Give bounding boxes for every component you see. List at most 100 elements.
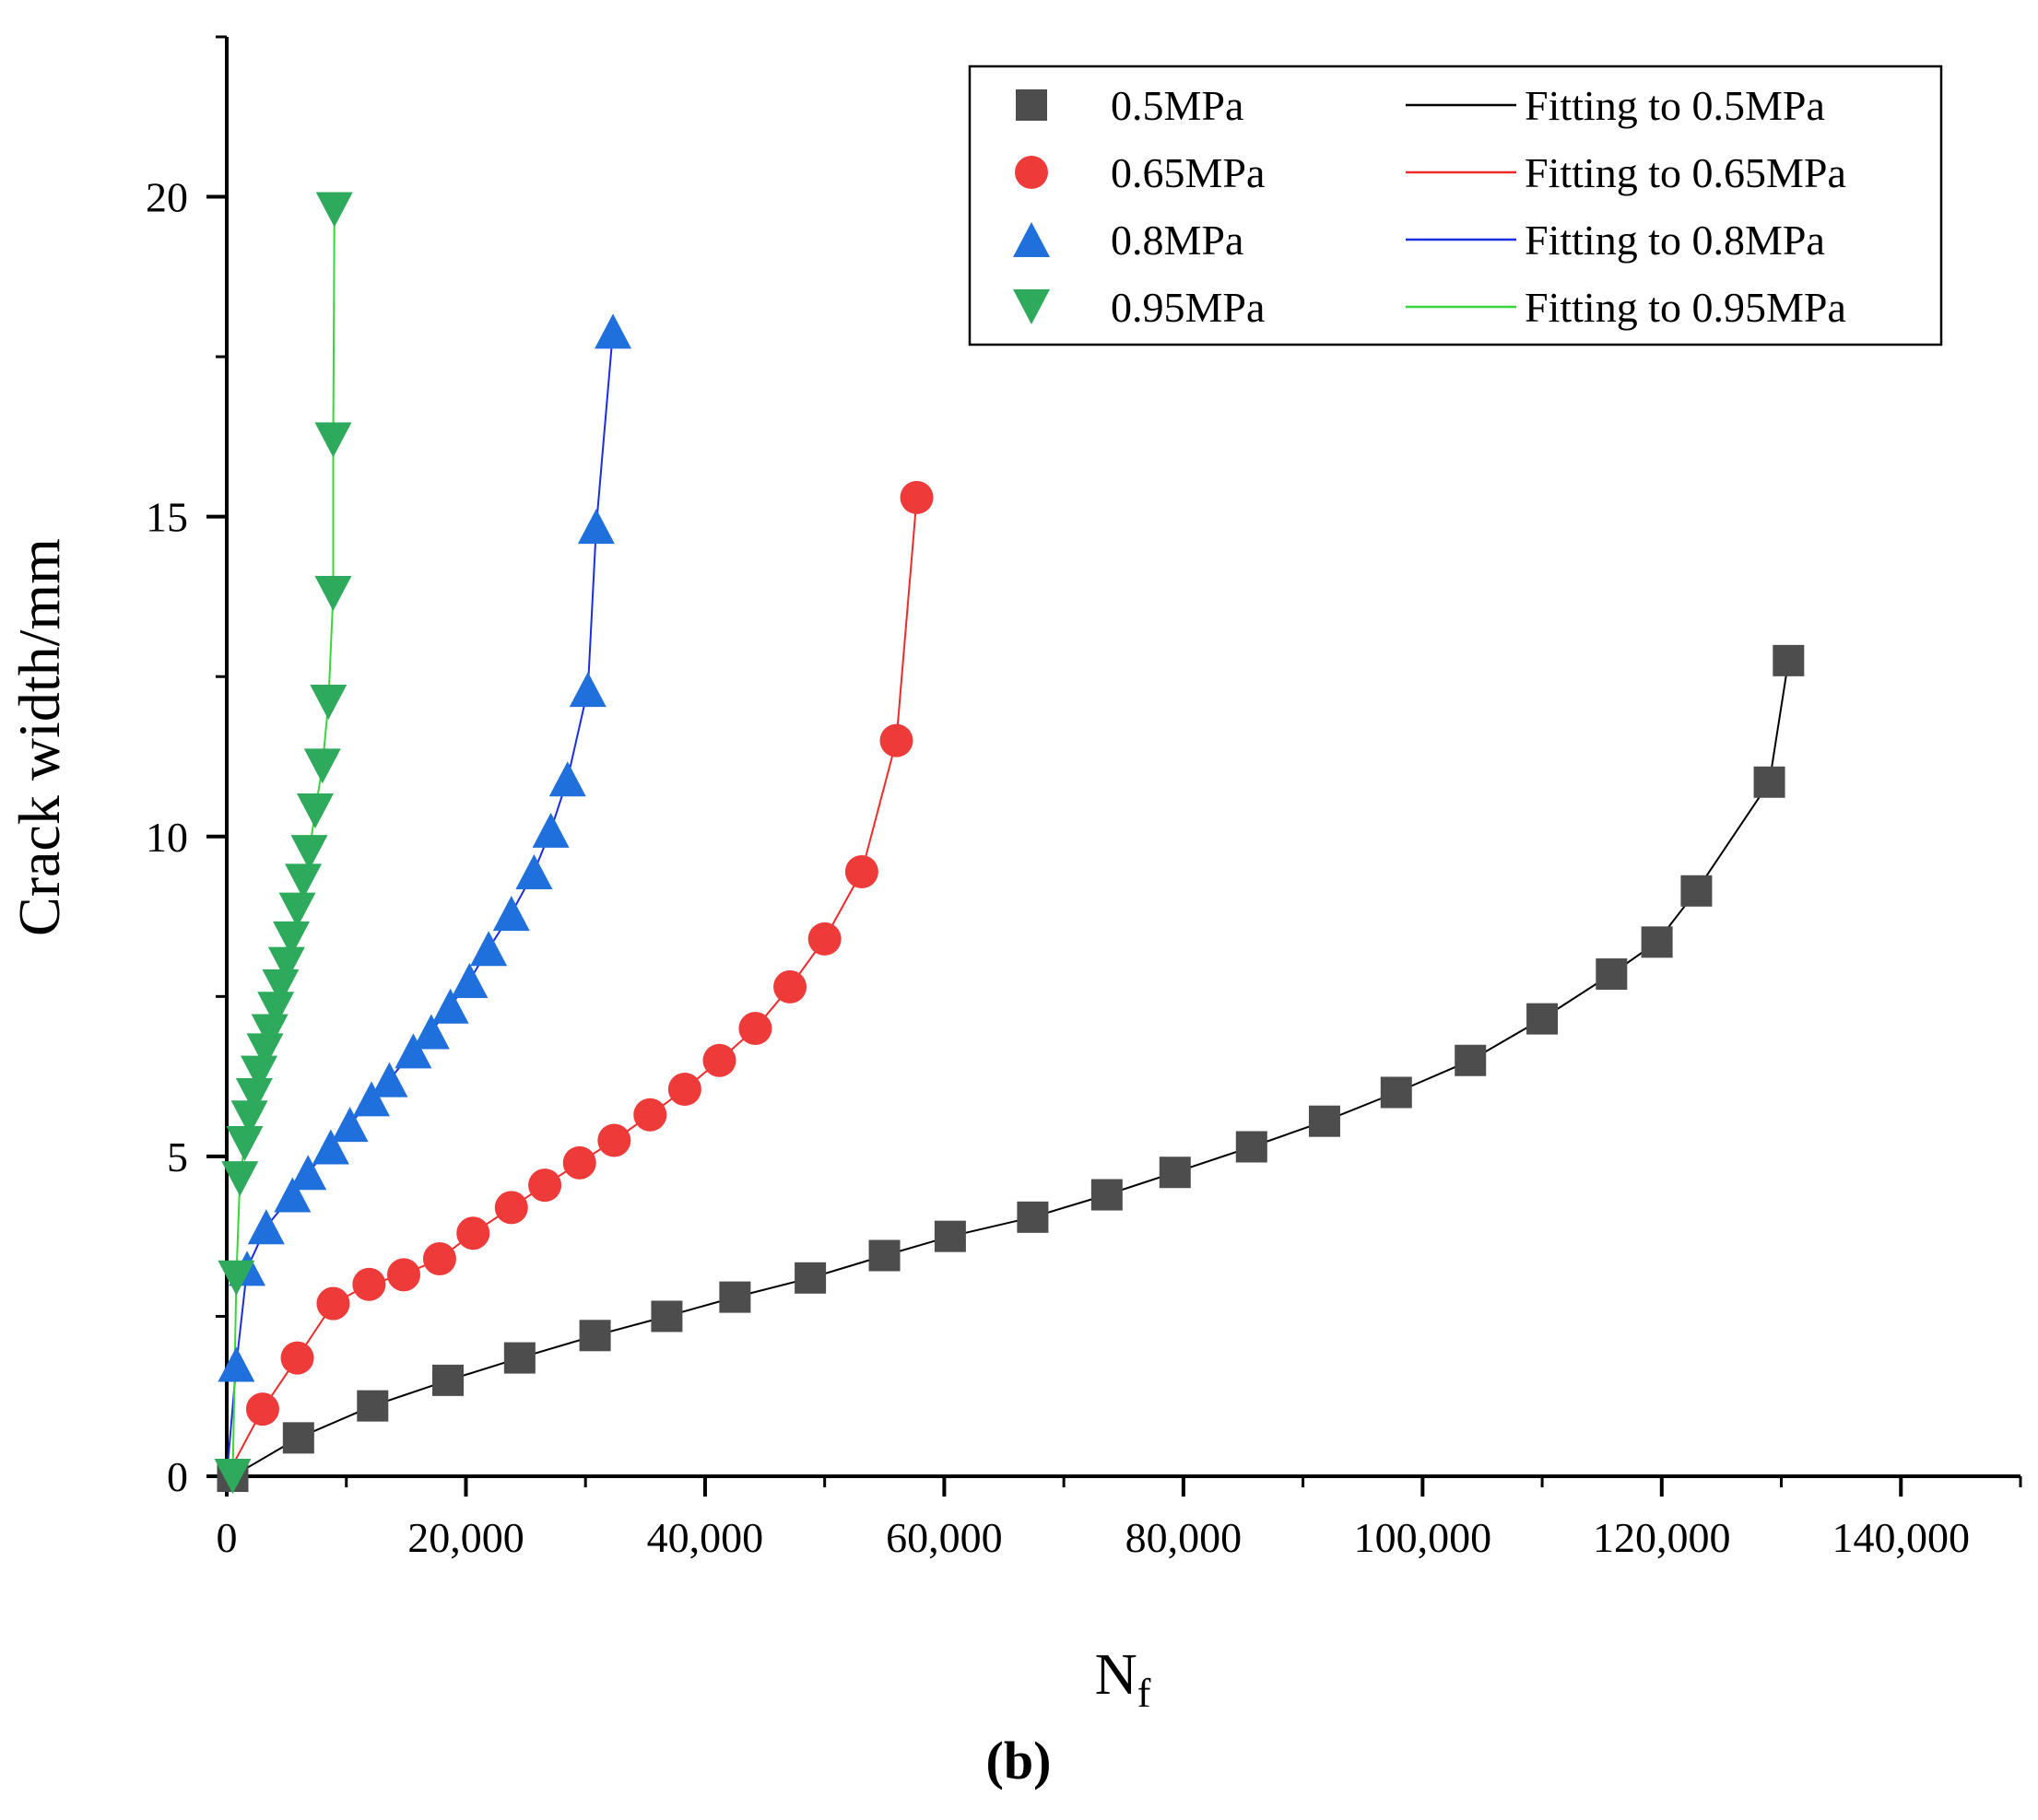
data-point xyxy=(235,1077,273,1113)
data-point xyxy=(1596,958,1628,991)
data-point xyxy=(1090,1179,1123,1211)
legend-marker xyxy=(1015,156,1048,189)
data-point xyxy=(456,1216,490,1251)
y-tick-label: 20 xyxy=(146,174,188,221)
data-point xyxy=(934,1220,966,1252)
x-tick-label: 40,000 xyxy=(647,1514,764,1561)
data-point xyxy=(1017,1201,1049,1233)
data-point xyxy=(795,1262,827,1294)
legend-fit-label: Fitting to 0.8MPa xyxy=(1525,217,1825,264)
data-point xyxy=(1753,766,1785,798)
markers xyxy=(214,192,1805,1494)
x-tick-label: 60,000 xyxy=(886,1514,1003,1561)
data-point xyxy=(303,748,341,784)
legend-fit-label: Fitting to 0.65MPa xyxy=(1525,149,1846,196)
data-point xyxy=(868,1239,901,1272)
data-point xyxy=(241,1055,278,1091)
data-point xyxy=(273,921,311,957)
y-tick-label: 15 xyxy=(146,494,188,541)
data-point xyxy=(422,1241,456,1275)
data-point xyxy=(1455,1044,1487,1076)
legend-marker xyxy=(1013,289,1050,324)
legend-label: 0.8MPa xyxy=(1111,217,1243,264)
x-tick-label: 140,000 xyxy=(1832,1514,1971,1561)
panel-label-open: ( xyxy=(986,1731,1004,1791)
data-point xyxy=(532,812,570,848)
y-tick-label: 5 xyxy=(167,1133,188,1180)
data-point xyxy=(267,946,305,982)
data-point xyxy=(315,192,353,228)
panel-label-close: ) xyxy=(1033,1731,1051,1791)
data-point xyxy=(844,854,878,888)
data-point xyxy=(595,313,632,349)
legend-marker xyxy=(1016,89,1047,121)
y-tick-label: 0 xyxy=(167,1453,188,1500)
x-tick-label: 20,000 xyxy=(407,1514,524,1561)
data-point xyxy=(702,1043,736,1077)
data-point xyxy=(494,1191,528,1225)
data-point xyxy=(548,761,586,797)
x-tick-label: 0 xyxy=(217,1514,238,1561)
data-point xyxy=(245,1392,279,1427)
data-point xyxy=(1641,926,1673,958)
data-point xyxy=(1380,1076,1412,1109)
data-point xyxy=(738,1012,772,1046)
x-axis-title-subscript: f xyxy=(1137,1671,1151,1716)
data-point xyxy=(451,962,489,998)
legend-box xyxy=(968,65,1943,346)
data-point xyxy=(1159,1157,1191,1189)
data-point xyxy=(412,1014,450,1050)
legend-marker xyxy=(1013,222,1050,257)
data-point xyxy=(371,1062,408,1098)
data-point xyxy=(807,922,842,956)
data-point xyxy=(577,509,615,545)
data-point xyxy=(597,1123,631,1157)
data-point xyxy=(230,1100,268,1136)
data-point xyxy=(247,1209,285,1245)
x-axis-title-main: N xyxy=(1095,1641,1137,1707)
data-point xyxy=(310,684,348,720)
data-point xyxy=(569,672,607,708)
data-point xyxy=(352,1081,390,1117)
data-point xyxy=(218,1260,255,1296)
data-point xyxy=(395,1033,432,1069)
data-point xyxy=(285,863,323,899)
x-tick-label: 120,000 xyxy=(1593,1514,1731,1561)
legend-fit-label: Fitting to 0.95MPa xyxy=(1525,284,1846,331)
data-point xyxy=(282,1422,314,1454)
panel-label-letter: b xyxy=(1004,1731,1033,1791)
data-point xyxy=(357,1390,389,1422)
data-point xyxy=(515,853,553,889)
data-point xyxy=(1235,1131,1267,1163)
data-point xyxy=(331,1107,369,1143)
data-point xyxy=(1308,1105,1340,1137)
data-point xyxy=(312,1129,349,1165)
data-point xyxy=(562,1145,596,1180)
data-point xyxy=(289,1155,327,1191)
data-point xyxy=(432,1364,465,1396)
y-axis-title: Crack width/mm xyxy=(6,538,72,936)
legend-label: 0.95MPa xyxy=(1111,284,1265,331)
data-point xyxy=(719,1281,751,1313)
data-point xyxy=(1526,1003,1559,1035)
legend-label: 0.65MPa xyxy=(1111,149,1265,196)
fit-lines xyxy=(226,209,1790,1477)
data-point xyxy=(278,892,316,928)
data-point xyxy=(251,1014,289,1050)
data-point xyxy=(492,896,530,932)
data-point xyxy=(1773,644,1805,676)
data-point xyxy=(257,992,295,1027)
data-point xyxy=(290,835,328,871)
data-point xyxy=(879,723,913,757)
data-point xyxy=(470,931,508,967)
plot-area xyxy=(206,35,2022,1497)
data-point xyxy=(221,1161,259,1197)
fit-line-0 xyxy=(227,660,1790,1477)
data-point xyxy=(218,1346,255,1382)
data-point xyxy=(297,793,335,829)
data-point xyxy=(246,1033,284,1069)
x-tick-label: 100,000 xyxy=(1354,1514,1492,1561)
tick-labels: 0 20,000 40,000 60,000 80,000 100,000 120,000 1… xyxy=(146,174,1970,1561)
data-point xyxy=(226,1126,264,1162)
